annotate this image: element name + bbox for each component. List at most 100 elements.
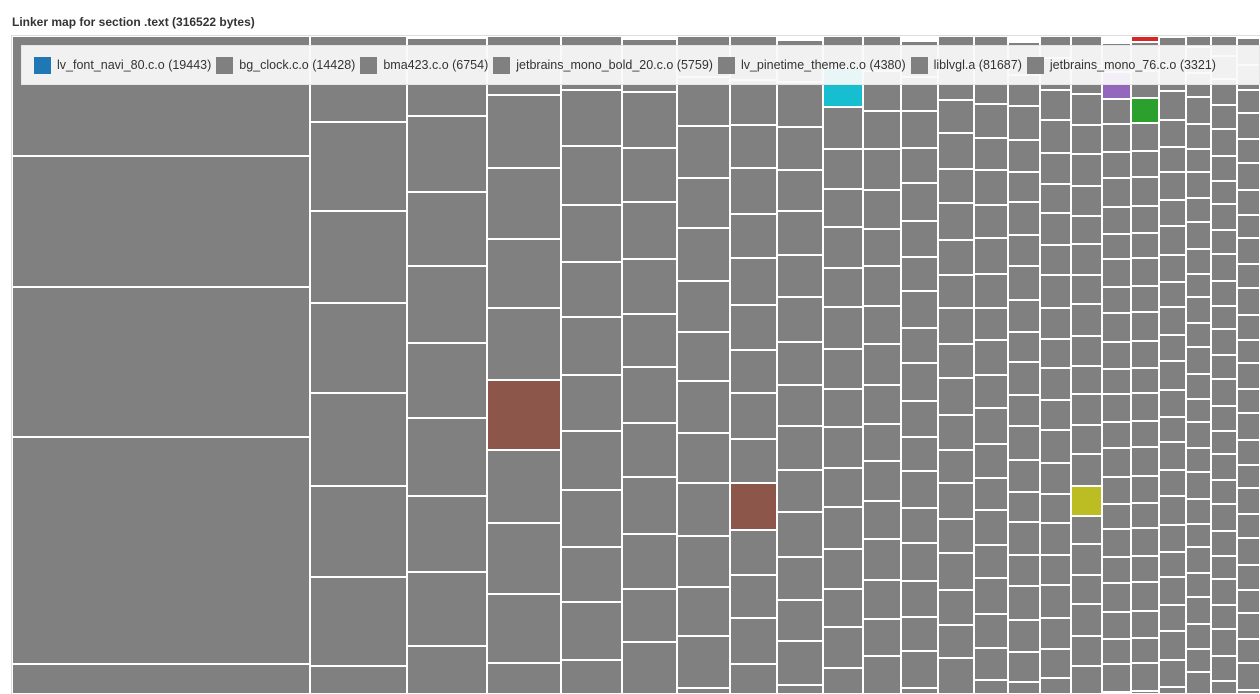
treemap-tile[interactable]	[974, 578, 1008, 614]
treemap-tile[interactable]	[1131, 258, 1159, 286]
treemap-tile[interactable]	[12, 287, 310, 437]
treemap-tile[interactable]	[1237, 264, 1260, 288]
treemap-tile[interactable]	[901, 363, 938, 401]
treemap-tile[interactable]	[1008, 235, 1040, 266]
treemap-tile[interactable]	[310, 666, 407, 694]
treemap-tile[interactable]	[407, 646, 487, 694]
treemap-tile[interactable]	[1159, 470, 1186, 496]
treemap-tile[interactable]	[1186, 323, 1211, 347]
treemap-tile[interactable]	[1131, 312, 1159, 341]
treemap-tile[interactable]	[974, 408, 1008, 444]
treemap-tile[interactable]	[974, 444, 1008, 478]
treemap-tile[interactable]	[1071, 275, 1102, 304]
treemap-tile[interactable]	[310, 577, 407, 666]
treemap-tile[interactable]	[730, 350, 777, 393]
treemap-tile[interactable]	[1102, 422, 1131, 448]
treemap-tile[interactable]	[1040, 368, 1071, 400]
treemap-tile[interactable]	[938, 590, 974, 625]
treemap-tile[interactable]	[561, 90, 622, 146]
treemap-tile[interactable]	[777, 685, 823, 694]
treemap-tile[interactable]	[561, 431, 622, 490]
treemap-tile[interactable]	[1211, 156, 1237, 181]
treemap-tile[interactable]	[777, 557, 823, 600]
treemap-tile[interactable]	[1237, 514, 1260, 538]
treemap-tile[interactable]	[1186, 573, 1211, 597]
treemap-tile[interactable]	[1131, 98, 1159, 123]
treemap-tile[interactable]	[1102, 664, 1131, 692]
treemap-tile[interactable]	[1071, 544, 1102, 575]
treemap-tile[interactable]	[1071, 94, 1102, 125]
treemap-tile[interactable]	[1211, 431, 1237, 454]
treemap-tile[interactable]	[730, 305, 777, 350]
treemap-tile[interactable]	[1008, 266, 1040, 300]
treemap-tile[interactable]	[1040, 90, 1071, 120]
treemap-tile[interactable]	[1159, 660, 1186, 687]
treemap-tile[interactable]	[974, 510, 1008, 545]
treemap-tile[interactable]	[1102, 152, 1131, 178]
treemap-tile[interactable]	[1159, 361, 1186, 390]
treemap-tile[interactable]	[1040, 523, 1071, 555]
treemap-tile[interactable]	[974, 205, 1008, 238]
treemap-tile[interactable]	[938, 240, 974, 275]
treemap-tile[interactable]	[863, 619, 901, 656]
treemap-tile[interactable]	[1159, 120, 1186, 147]
treemap-tile[interactable]	[1186, 524, 1211, 547]
treemap-tile[interactable]	[1102, 234, 1131, 259]
treemap-tile[interactable]	[1071, 186, 1102, 216]
treemap-tile[interactable]	[1131, 393, 1159, 421]
treemap-tile[interactable]	[938, 169, 974, 203]
treemap-tile[interactable]	[1131, 528, 1159, 556]
treemap-tile[interactable]	[1131, 341, 1159, 368]
treemap-tile[interactable]	[1102, 259, 1131, 287]
treemap-tile[interactable]	[677, 332, 730, 381]
treemap-tile[interactable]	[622, 589, 677, 642]
treemap-tile[interactable]	[901, 221, 938, 257]
treemap-tile[interactable]	[901, 291, 938, 328]
treemap-tile[interactable]	[901, 328, 938, 363]
treemap-tile[interactable]	[1237, 488, 1260, 514]
treemap-tile[interactable]	[622, 423, 677, 477]
treemap-tile[interactable]	[622, 642, 677, 694]
treemap-tile[interactable]	[823, 549, 863, 589]
treemap-tile[interactable]	[1237, 340, 1260, 363]
treemap-tile[interactable]	[777, 342, 823, 385]
treemap-tile[interactable]	[1008, 620, 1040, 652]
treemap-tile[interactable]	[1159, 172, 1186, 200]
treemap-tile[interactable]	[730, 618, 777, 664]
treemap-tile[interactable]	[777, 82, 823, 127]
treemap-tile[interactable]	[622, 367, 677, 423]
treemap-tile[interactable]	[777, 127, 823, 170]
treemap-tile[interactable]	[1186, 297, 1211, 323]
treemap-tile[interactable]	[863, 385, 901, 424]
treemap-tile[interactable]	[622, 92, 677, 148]
treemap-tile[interactable]	[974, 375, 1008, 408]
treemap-tile[interactable]	[1211, 579, 1237, 605]
treemap-tile[interactable]	[974, 138, 1008, 170]
treemap-tile[interactable]	[1211, 605, 1237, 629]
treemap-tile[interactable]	[938, 625, 974, 658]
treemap-tile[interactable]	[1131, 611, 1159, 638]
treemap-tile[interactable]	[974, 104, 1008, 138]
treemap-tile[interactable]	[1040, 213, 1071, 245]
treemap-tile[interactable]	[730, 80, 777, 125]
treemap-tile[interactable]	[561, 660, 622, 694]
treemap-tile[interactable]	[823, 307, 863, 349]
treemap-tile[interactable]	[677, 126, 730, 178]
legend-item[interactable]: bma423.c.o (6754)	[360, 56, 488, 74]
treemap-tile[interactable]	[1237, 590, 1260, 613]
treemap-tile[interactable]	[1211, 230, 1237, 254]
treemap-tile[interactable]	[1211, 504, 1237, 531]
treemap-tile[interactable]	[407, 572, 487, 646]
treemap-tile[interactable]	[1071, 486, 1102, 516]
treemap-tile[interactable]	[1186, 422, 1211, 448]
treemap-tile[interactable]	[1186, 472, 1211, 499]
treemap-tile[interactable]	[901, 148, 938, 183]
treemap-tile[interactable]	[1159, 200, 1186, 226]
treemap-tile[interactable]	[863, 501, 901, 539]
treemap-tile[interactable]	[1159, 226, 1186, 255]
treemap-tile[interactable]	[1159, 687, 1186, 694]
treemap-tile[interactable]	[407, 116, 487, 192]
treemap-tile[interactable]	[1131, 447, 1159, 476]
treemap-tile[interactable]	[407, 418, 487, 496]
treemap-tile[interactable]	[1237, 139, 1260, 163]
